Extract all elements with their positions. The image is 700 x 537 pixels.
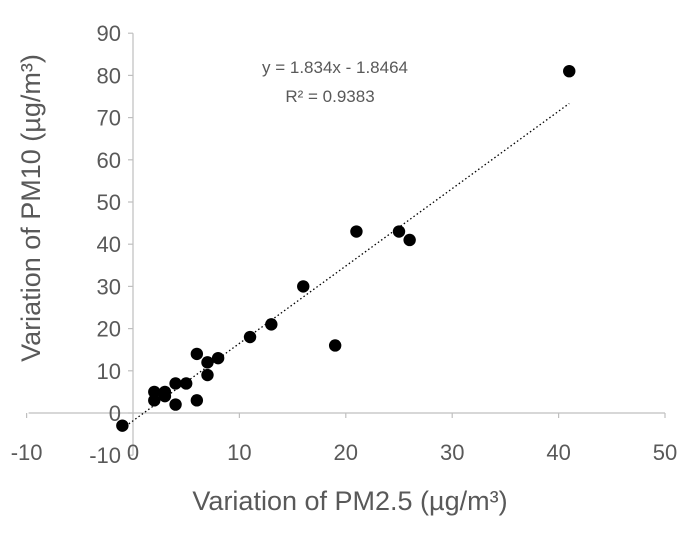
data-point — [148, 385, 161, 399]
trendline — [121, 102, 570, 430]
data-point — [243, 330, 257, 344]
data-point — [563, 64, 576, 78]
data-point — [201, 356, 214, 369]
x-tick-label: 30 — [440, 440, 464, 465]
data-point — [201, 368, 214, 382]
y-tick-label: 30 — [97, 274, 121, 299]
annotations: y = 1.834x - 1.8464 R² = 0.9383 — [262, 58, 408, 106]
y-tick-label: 60 — [97, 148, 121, 173]
r-squared-label: R² = 0.9383 — [285, 87, 374, 106]
data-point — [169, 398, 182, 411]
data-point — [403, 233, 416, 247]
data-point — [211, 351, 225, 365]
x-tick-label: 0 — [127, 440, 139, 465]
y-tick-label: 90 — [97, 21, 121, 46]
y-tick-label: 20 — [97, 317, 121, 342]
data-point — [297, 280, 310, 293]
data-point — [328, 339, 342, 352]
y-tick-label: 10 — [97, 359, 121, 384]
data-points — [116, 64, 576, 432]
data-point — [392, 225, 406, 238]
x-tick-label: 20 — [334, 440, 358, 465]
trendline-layer — [121, 102, 570, 430]
y-tick-label: 40 — [97, 232, 121, 257]
y-tick-label: 50 — [97, 190, 121, 215]
data-point — [265, 318, 278, 331]
data-point — [158, 385, 172, 399]
x-tick-label: 50 — [653, 440, 677, 465]
axes — [26, 32, 666, 456]
data-point — [350, 225, 363, 238]
y-axis-title: Variation of PM10 (µg/m³) — [16, 54, 46, 362]
data-point — [190, 347, 204, 361]
y-tick-label: -10 — [89, 443, 121, 468]
data-point — [190, 394, 204, 407]
x-tick-label: 40 — [546, 440, 570, 465]
x-tick-label: 10 — [227, 440, 251, 465]
data-point — [116, 419, 129, 432]
y-tick-label: 80 — [97, 63, 121, 88]
x-axis-title: Variation of PM2.5 (µg/m³) — [192, 486, 507, 516]
trendline-equation: y = 1.834x - 1.8464 — [262, 58, 408, 77]
y-tick-label: 70 — [97, 106, 121, 131]
x-tick-label: -10 — [11, 440, 43, 465]
y-tick-label: 0 — [109, 401, 121, 426]
data-point — [180, 377, 193, 390]
data-point — [169, 377, 182, 390]
